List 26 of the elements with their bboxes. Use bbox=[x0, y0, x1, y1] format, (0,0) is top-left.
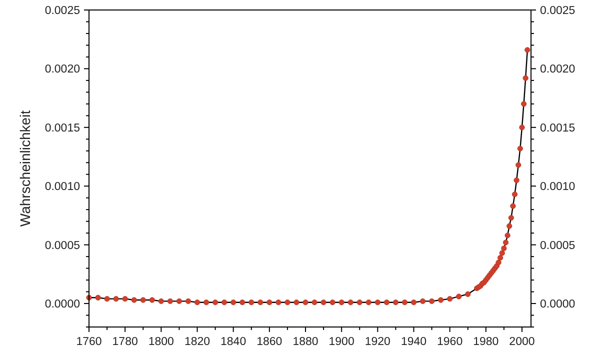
x-tick-label: 1960 bbox=[437, 336, 463, 348]
x-tick-label: 1840 bbox=[220, 336, 246, 348]
y-tick-label: 0.0000 bbox=[44, 298, 80, 311]
y2-tick-label: 0.0000 bbox=[540, 298, 576, 311]
y-tick-label: 0.0020 bbox=[44, 64, 80, 76]
x-tick-label: 1860 bbox=[256, 336, 282, 348]
x-tick-label: 1880 bbox=[292, 336, 318, 348]
x-tick-label: 1980 bbox=[473, 336, 499, 348]
x-tick-label: 1760 bbox=[76, 336, 102, 348]
x-tick-label: 1920 bbox=[364, 336, 390, 348]
y-tick-label: 0.0010 bbox=[44, 181, 80, 194]
y2-tick-label: 0.0010 bbox=[540, 181, 576, 194]
y2-tick-label: 0.0025 bbox=[540, 5, 576, 18]
y-tick-label: 0.0015 bbox=[44, 122, 80, 134]
x-tick-label: 2000 bbox=[509, 336, 535, 348]
y2-tick-label: 0.0005 bbox=[540, 240, 576, 252]
x-tick-label: 1940 bbox=[400, 336, 427, 348]
y2-tick-label: 0.0020 bbox=[540, 64, 576, 76]
y2-tick-label: 0.0015 bbox=[540, 122, 576, 134]
x-tick-label: 1900 bbox=[328, 336, 354, 348]
x-tick-label: 1780 bbox=[112, 336, 138, 348]
y-tick-label: 0.0005 bbox=[44, 240, 80, 252]
y-tick-label: 0.0025 bbox=[44, 5, 80, 18]
x-tick-label: 1800 bbox=[148, 336, 174, 348]
y-axis-title: Wahrscheinlichkeit bbox=[17, 110, 33, 227]
x-tick-label: 1820 bbox=[184, 336, 210, 348]
